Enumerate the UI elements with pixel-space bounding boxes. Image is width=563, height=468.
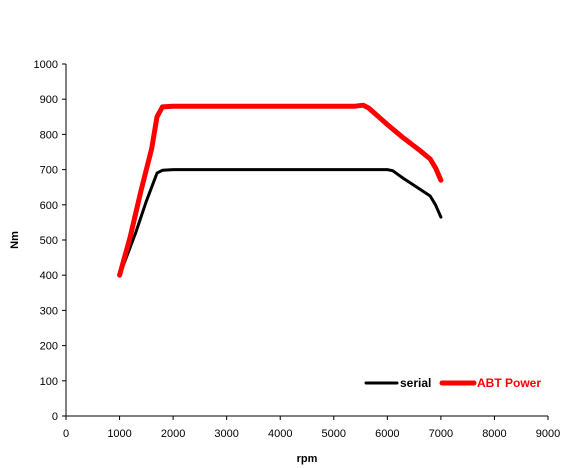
legend-label-abt-power: ABT Power [477, 376, 541, 390]
series-lines [117, 102, 444, 278]
y-tick-label: 900 [40, 94, 58, 106]
y-tick-label: 0 [52, 411, 58, 423]
x-tick-label: 4000 [268, 428, 292, 440]
x-tick-label: 8000 [482, 428, 506, 440]
y-axis-title: Nm [9, 231, 21, 249]
x-tick-label: 1000 [107, 428, 131, 440]
y-ticks: 0 100 200 300 400 500 600 700 800 900 1000 [34, 59, 66, 423]
x-tick-label: 5000 [322, 428, 346, 440]
x-axis-title: rpm [297, 453, 318, 465]
x-tick-label: 6000 [375, 428, 399, 440]
y-tick-label: 1000 [34, 59, 58, 71]
y-tick-label: 200 [40, 341, 58, 353]
legend: serial ABT Power [364, 376, 541, 390]
x-tick-label: 7000 [429, 428, 453, 440]
y-tick-label: 600 [40, 200, 58, 212]
x-tick-label: 3000 [214, 428, 238, 440]
axes [65, 64, 548, 417]
y-tick-label: 700 [40, 165, 58, 177]
y-tick-label: 500 [40, 235, 58, 247]
legend-label-serial: serial [400, 376, 431, 390]
x-tick-label: 9000 [536, 428, 560, 440]
y-tick-label: 400 [40, 270, 58, 282]
y-tick-label: 800 [40, 129, 58, 141]
y-tick-label: 100 [40, 376, 58, 388]
series-line-abt-power [117, 102, 444, 278]
y-tick-label: 300 [40, 305, 58, 317]
series-line-serial [118, 168, 443, 277]
x-ticks: 0 1000 2000 3000 4000 5000 6000 7000 8000 9000 [63, 416, 560, 440]
x-tick-label: 2000 [161, 428, 185, 440]
x-tick-label: 0 [63, 428, 69, 440]
